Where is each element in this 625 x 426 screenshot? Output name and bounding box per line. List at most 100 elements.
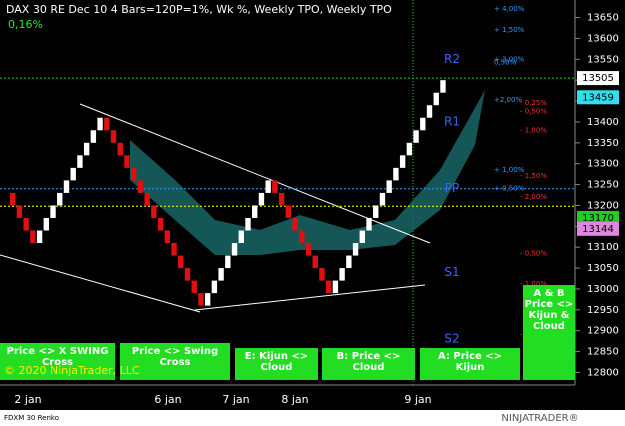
brick: [90, 130, 97, 143]
signal-line: Price <> X SWING: [7, 346, 109, 357]
y-tick-label: 13350: [587, 138, 619, 149]
percent-label: - 0,50%: [520, 107, 547, 115]
trend-line: [194, 284, 426, 311]
brick: [70, 167, 76, 181]
price-box-label: 13144: [582, 224, 614, 235]
percent-label: + 4,00%: [494, 5, 525, 13]
brick: [83, 142, 90, 156]
percent-label: - 1,00%: [520, 126, 547, 134]
pivot-label: R2: [444, 52, 460, 66]
y-tick-label: 13600: [587, 33, 619, 44]
y-tick-label: 12950: [587, 305, 619, 316]
brick: [97, 117, 103, 131]
brick: [433, 92, 439, 106]
brick: [157, 217, 164, 231]
signal-label: A & B Price <> Kijun & Cloud: [525, 288, 574, 332]
brick: [211, 280, 218, 294]
brick: [231, 243, 238, 256]
brick: [10, 192, 16, 206]
brick: [225, 255, 231, 269]
x-tick-label: 6 jan: [154, 393, 181, 406]
brick: [258, 192, 265, 206]
brick: [30, 230, 36, 244]
brick: [373, 205, 379, 218]
percent-label: - 1,50%: [520, 172, 547, 180]
brick: [359, 230, 365, 244]
percent-label: - 0,50%: [520, 249, 547, 257]
signal-box: [0, 343, 115, 380]
x-tick-label: 2 jan: [14, 393, 41, 406]
percent-label: + 0,50%: [494, 185, 525, 193]
y-tick-label: 12800: [587, 367, 619, 378]
brick: [137, 180, 144, 193]
brick: [332, 280, 339, 294]
price-box-label: 13170: [582, 213, 614, 224]
brick: [110, 130, 117, 143]
brick: [104, 117, 110, 131]
signal-label: Price <> Swing Cross: [132, 346, 218, 368]
x-tick-label: 9 jan: [404, 393, 431, 406]
signal-label: B: Price <> Cloud: [337, 351, 401, 373]
brick: [184, 268, 191, 281]
brick: [406, 142, 413, 156]
signal-label: E: Kijun <> Cloud: [245, 351, 308, 373]
brick: [77, 155, 83, 168]
signal-box: [235, 348, 318, 380]
brick: [265, 180, 271, 193]
brick: [379, 192, 386, 206]
y-tick-label: 13650: [587, 13, 619, 24]
brick: [413, 130, 419, 143]
pivot-label: R1: [444, 114, 460, 128]
price-box: [577, 221, 619, 236]
x-tick-label: 7 jan: [222, 393, 249, 406]
signal-line: Cross: [159, 357, 190, 368]
brick: [346, 255, 352, 269]
brick: [57, 192, 63, 206]
brick: [16, 205, 23, 218]
brick: [299, 230, 305, 244]
signal-line: Cross: [42, 357, 73, 368]
signal-line: Cloud: [261, 362, 293, 373]
y-tick-label: 13200: [587, 200, 619, 211]
percent-label: - 2,00%: [520, 193, 547, 201]
brick: [399, 155, 406, 168]
brick: [191, 280, 197, 294]
brick: [325, 280, 332, 294]
pivot-label: S2: [444, 332, 459, 346]
brick: [63, 180, 70, 193]
brick: [50, 205, 56, 218]
cloud: [130, 90, 485, 255]
brick: [339, 268, 345, 281]
brick: [238, 230, 244, 244]
signal-box: [523, 285, 575, 380]
brick: [124, 155, 130, 168]
signal-box: [322, 348, 415, 380]
signal-label: A: Price <> Kijun: [438, 351, 502, 373]
percent-label: - 1,00%: [520, 280, 547, 288]
signal-line: Kijun &: [528, 310, 569, 321]
signal-line: Price <> Swing: [132, 346, 218, 357]
signal-line: A: Price <>: [438, 351, 502, 362]
price-box: [577, 71, 619, 86]
percent-label: + 3,00%: [494, 55, 525, 63]
x-tick-label: 8 jan: [281, 393, 308, 406]
y-tick-label: 12850: [587, 347, 619, 358]
title: DAX 30 RE Dec 10 4 Bars=120P=1%, Wk %, W…: [6, 3, 392, 16]
y-tick-label: 13050: [587, 263, 619, 274]
subtitle: 0,16%: [8, 18, 43, 31]
percent-label: + 1,50%: [494, 26, 525, 34]
pivot-label: PP: [445, 181, 459, 195]
brick: [36, 230, 43, 244]
y-tick-label: 13400: [587, 117, 619, 128]
brick: [440, 80, 446, 93]
price-box: [577, 210, 619, 225]
brick: [319, 268, 325, 281]
brick: [198, 293, 204, 306]
signal-line: Price <>: [525, 299, 574, 310]
signal-line: Cloud: [533, 321, 565, 332]
percent-label: +2,00%: [494, 96, 522, 104]
brick: [252, 205, 258, 218]
brick: [420, 117, 426, 131]
signal-box: [420, 348, 520, 380]
brick: [366, 217, 372, 231]
